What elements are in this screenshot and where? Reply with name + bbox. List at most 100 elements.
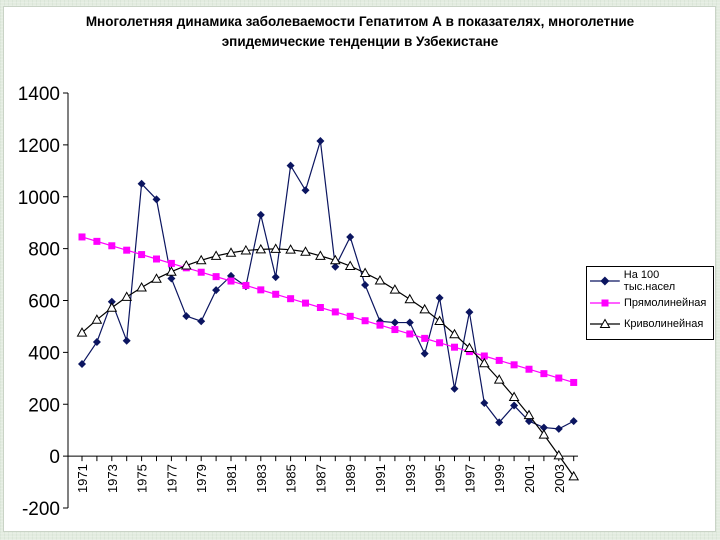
y-tick-label: 200: [28, 395, 60, 416]
data-point: [300, 246, 311, 256]
legend-symbol-square: [590, 299, 620, 307]
data-point: [465, 308, 474, 317]
data-point: [478, 357, 490, 368]
data-point: [510, 361, 518, 369]
data-point: [315, 250, 326, 260]
data-point: [464, 342, 475, 352]
chart-title-line2: эпидемические тенденции в Узбекистане: [221, 34, 499, 49]
data-point: [480, 352, 488, 360]
x-tick-label: 1985: [284, 464, 299, 493]
x-tick-label: 1999: [492, 464, 507, 493]
data-point: [167, 274, 176, 283]
data-point: [540, 370, 548, 378]
data-point: [240, 244, 252, 255]
y-tick-label: 0: [49, 447, 60, 468]
x-tick-label: 1997: [462, 464, 477, 493]
data-point: [450, 384, 459, 393]
x-tick-label: 1971: [75, 464, 90, 493]
y-tick-label: 800: [28, 240, 60, 261]
data-point: [271, 273, 280, 282]
data-point: [508, 391, 520, 401]
data-point: [480, 398, 489, 407]
x-tick-label: 1991: [373, 464, 388, 493]
data-point: [344, 260, 356, 271]
data-point: [495, 418, 504, 427]
legend-item-series-3: Криволинейная: [587, 316, 703, 332]
data-point: [361, 317, 369, 325]
data-point: [570, 378, 578, 386]
data-point: [286, 161, 295, 170]
data-point: [210, 250, 222, 260]
x-tick-label: 2003: [552, 464, 567, 493]
data-point: [272, 290, 280, 298]
data-point: [302, 299, 309, 307]
data-point: [152, 195, 161, 204]
x-tick-label: 1983: [254, 464, 269, 493]
data-point: [316, 304, 324, 312]
data-point: [553, 449, 565, 460]
data-point: [167, 259, 175, 267]
data-point: [287, 295, 295, 303]
data-point: [257, 286, 265, 294]
y-tick-label: 1000: [18, 188, 60, 209]
data-point: [436, 339, 444, 347]
data-point: [361, 280, 370, 289]
y-tick-label: 1400: [18, 84, 60, 105]
data-point: [555, 374, 563, 382]
data-point: [107, 297, 116, 306]
data-point: [137, 179, 146, 188]
data-point: [331, 308, 339, 316]
axes: -200 0 200 400 600 800 1000 1200 1400 1971 1973 197…: [18, 84, 578, 520]
data-point: [166, 266, 177, 276]
legend-symbol-diamond: [590, 276, 620, 286]
data-point: [180, 259, 192, 270]
data-point: [421, 334, 429, 342]
data-point: [329, 254, 341, 265]
data-point: [405, 318, 414, 327]
data-point: [197, 317, 206, 326]
data-point: [568, 470, 580, 481]
data-point: [495, 356, 503, 364]
data-point: [539, 423, 548, 432]
x-tick-label: 1973: [105, 464, 120, 493]
data-point: [510, 401, 519, 410]
y-tick-label: 1200: [18, 136, 60, 157]
data-point: [227, 277, 235, 285]
data-point: [78, 233, 86, 241]
data-point: [523, 409, 535, 420]
data-point: [136, 282, 147, 292]
x-tick-label: 1977: [164, 464, 179, 493]
y-tick-label: 600: [28, 292, 60, 313]
data-point: [151, 273, 162, 283]
data-point: [346, 312, 354, 320]
data-point: [554, 424, 563, 433]
data-point: [123, 246, 131, 254]
data-point: [376, 321, 384, 329]
data-point: [242, 281, 250, 289]
data-point: [78, 360, 86, 369]
data-point: [374, 275, 386, 285]
y-tick-label: -200: [22, 499, 60, 520]
data-point: [451, 343, 458, 351]
data-point: [435, 293, 444, 302]
series-2: [78, 233, 578, 386]
x-tick-label: 1993: [403, 464, 418, 493]
data-point: [538, 429, 550, 439]
data-point: [212, 273, 220, 281]
legend: На 100 тыс.насел Прямолинейная Криволине…: [586, 266, 714, 340]
data-point: [256, 210, 265, 219]
x-tick-label: 1981: [224, 464, 239, 493]
data-point: [122, 336, 131, 345]
data-point: [212, 286, 221, 295]
data-point: [108, 242, 116, 250]
data-point: [389, 284, 401, 294]
data-point: [404, 293, 416, 304]
data-point: [91, 314, 103, 324]
data-point: [525, 365, 533, 373]
x-tick-label: 1989: [343, 464, 358, 493]
data-point: [197, 268, 205, 276]
data-point: [449, 328, 460, 339]
data-point: [106, 302, 118, 312]
series-line: [81, 140, 574, 430]
data-point: [406, 330, 414, 338]
